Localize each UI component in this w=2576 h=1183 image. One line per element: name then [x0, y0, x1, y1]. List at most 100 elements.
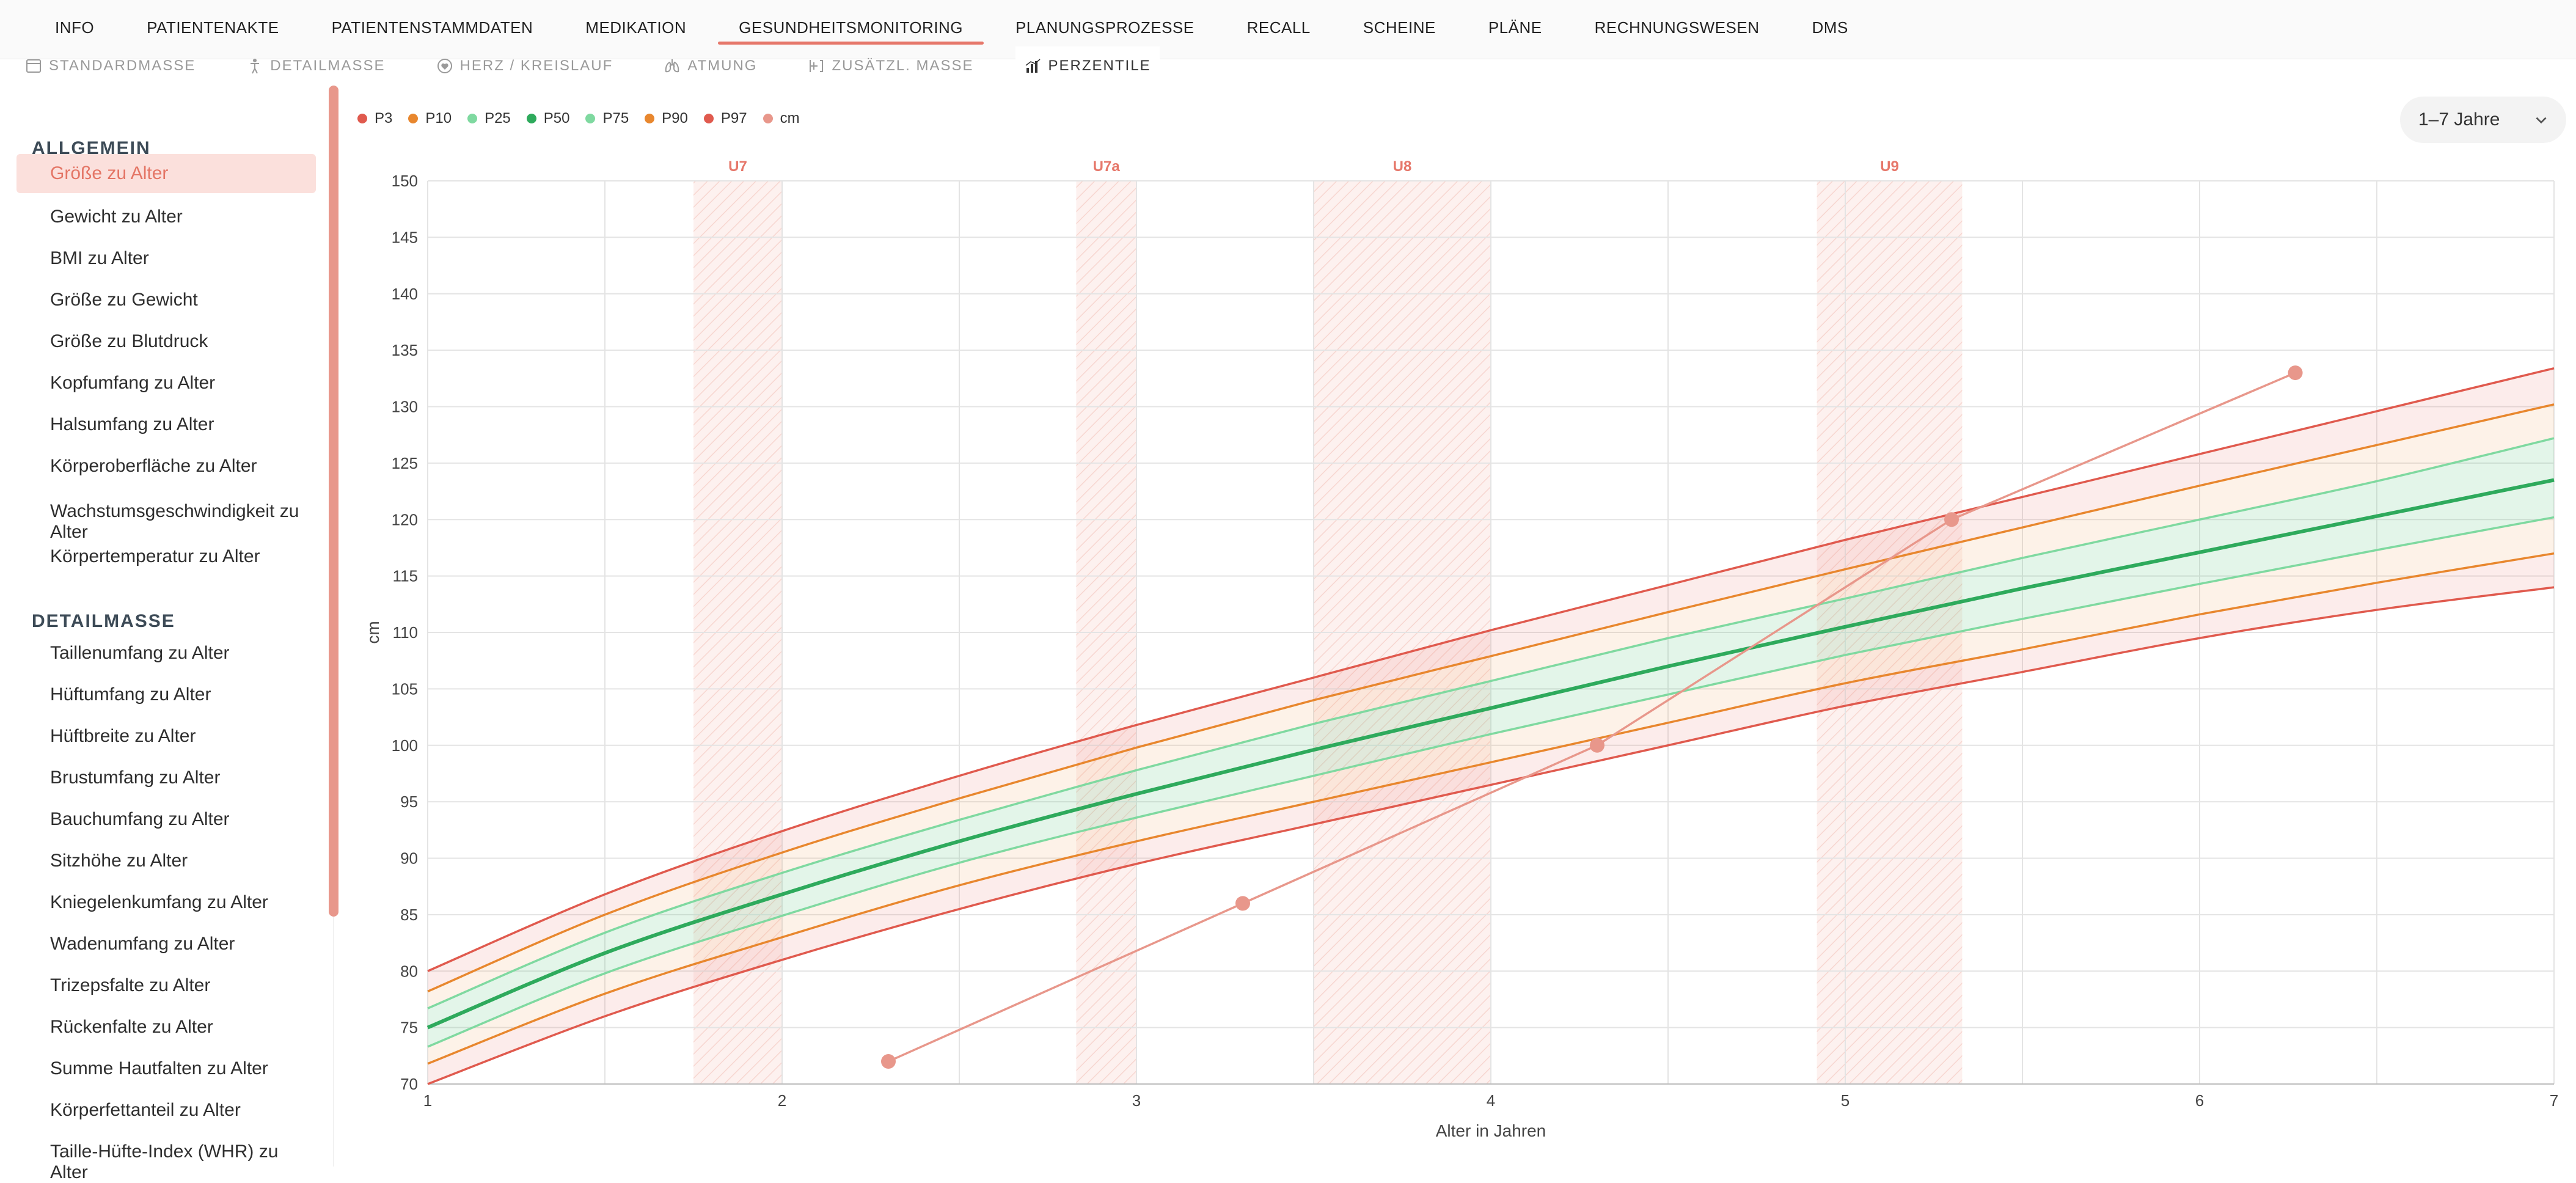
- legend-dot: [703, 114, 714, 123]
- y-tick-label: 85: [400, 906, 418, 924]
- subtab-herz-kreislauf[interactable]: HERZ / KREISLAUF: [427, 46, 622, 86]
- legend-label: P97: [720, 110, 747, 126]
- tab-scheine[interactable]: SCHEINE: [1363, 18, 1436, 37]
- legend-item-cm[interactable]: cm: [763, 110, 800, 127]
- sidebar-item-summe-hautfalten-zu-alter[interactable]: Summe Hautfalten zu Alter: [50, 1058, 268, 1079]
- data-point-cm: [1235, 896, 1250, 911]
- legend-dot: [585, 114, 596, 123]
- plus-bracket-icon: [810, 60, 824, 72]
- sidebar-item-kopfumfang-zu-alter[interactable]: Kopfumfang zu Alter: [50, 373, 216, 393]
- y-tick-label: 70: [400, 1075, 418, 1093]
- subtab-label: STANDARDMASSE: [49, 57, 196, 74]
- subtab-label: DETAILMASSE: [270, 57, 386, 74]
- subtab-standardmasse[interactable]: STANDARDMASSE: [16, 46, 204, 86]
- sidebar-item-körperoberfläche-zu-alter[interactable]: Körperoberfläche zu Alter: [50, 456, 257, 476]
- legend-item-p10[interactable]: P10: [408, 110, 452, 127]
- y-tick-label: 110: [393, 623, 418, 642]
- series-line-p3: [427, 586, 2555, 1085]
- tab-recall[interactable]: RECALL: [1246, 18, 1311, 37]
- subtab-label: PERZENTILE: [1048, 57, 1151, 74]
- sidebar-item-hüftumfang-zu-alter[interactable]: Hüftumfang zu Alter: [50, 684, 211, 705]
- x-tick-label: 3: [1132, 1091, 1141, 1110]
- band-p90-p97: [428, 368, 2554, 992]
- tab-info[interactable]: INFO: [55, 18, 95, 37]
- sidebar-scrollbar[interactable]: [329, 86, 338, 917]
- band-p25-p50: [428, 480, 2554, 1047]
- series-line-p90: [427, 403, 2555, 993]
- exam-band-label: U7a: [1093, 158, 1121, 175]
- ruler-card-icon: [26, 59, 41, 73]
- y-tick-label: 105: [392, 679, 418, 698]
- legend-dot: [763, 114, 773, 123]
- series-line-p97: [427, 367, 2555, 972]
- y-tick-label: 95: [400, 793, 418, 811]
- y-tick-label: 90: [400, 849, 418, 868]
- sidebar-item-kniegelenkumfang-zu-alter[interactable]: Kniegelenkumfang zu Alter: [50, 892, 268, 912]
- sidebar-item-hüftbreite-zu-alter[interactable]: Hüftbreite zu Alter: [50, 726, 196, 746]
- body-icon: [251, 59, 260, 74]
- legend-item-p25[interactable]: P25: [467, 110, 511, 127]
- subtab-detailmasse[interactable]: DETAILMASSE: [237, 46, 393, 86]
- tab-medikation[interactable]: MEDIKATION: [585, 18, 687, 37]
- tab-dms[interactable]: DMS: [1812, 18, 1848, 37]
- legend-item-p90[interactable]: P90: [645, 110, 688, 127]
- legend-dot: [467, 114, 478, 123]
- band-p3-p10: [428, 553, 2554, 1084]
- sidebar-item-halsumfang-zu-alter[interactable]: Halsumfang zu Alter: [50, 414, 214, 434]
- chevron-down-icon: [2536, 117, 2547, 124]
- sidebar-item-wachstumsgeschwindigkeit-zu-alter[interactable]: Wachstumsgeschwindigkeit zu Alter: [50, 501, 299, 542]
- exam-band-label: U9: [1880, 158, 1899, 175]
- tab-patientenstammdaten[interactable]: PATIENTENSTAMMDATEN: [331, 18, 533, 37]
- sidebar-item-größe-zu-blutdruck[interactable]: Größe zu Blutdruck: [50, 331, 208, 351]
- tab-rechnungswesen[interactable]: RECHNUNGSWESEN: [1594, 18, 1760, 37]
- sidebar-item-sitzhöhe-zu-alter[interactable]: Sitzhöhe zu Alter: [50, 851, 188, 871]
- series-line-p10: [427, 552, 2555, 1065]
- sidebar-item-trizepsfalte-zu-alter[interactable]: Trizepsfalte zu Alter: [50, 975, 211, 995]
- age-range-value: 1–7 Jahre: [2418, 109, 2500, 130]
- subtab-atmung[interactable]: ATMUNG: [654, 46, 766, 86]
- chart-legend: P3 P10 P25 P50 P75 P90 P97 cm: [357, 110, 816, 127]
- x-tick-label: 2: [778, 1091, 786, 1110]
- sidebar-item-taillenumfang-zu-alter[interactable]: Taillenumfang zu Alter: [50, 643, 230, 663]
- sidebar-item-brustumfang-zu-alter[interactable]: Brustumfang zu Alter: [50, 767, 221, 788]
- band-p50-p75: [428, 438, 2554, 1028]
- x-tick-label: 5: [1841, 1091, 1850, 1110]
- sidebar-item-größe-zu-gewicht[interactable]: Größe zu Gewicht: [50, 290, 198, 310]
- tab-pläne[interactable]: PLÄNE: [1488, 18, 1542, 37]
- sidebar-item-gewicht-zu-alter[interactable]: Gewicht zu Alter: [50, 207, 183, 227]
- sidebar-item-körpertemperatur-zu-alter[interactable]: Körpertemperatur zu Alter: [50, 546, 260, 566]
- percentile-chart: U7 U7a U8 U97075808590951001051101151201251…: [364, 158, 2558, 1140]
- legend-item-p97[interactable]: P97: [703, 110, 747, 127]
- y-tick-label: 145: [392, 228, 418, 246]
- sidebar-item-bmi-zu-alter[interactable]: BMI zu Alter: [50, 248, 149, 268]
- y-tick-label: 80: [400, 962, 418, 980]
- y-tick-label: 130: [392, 398, 418, 416]
- sidebar-item-größe-zu-alter[interactable]: Größe zu Alter: [16, 154, 316, 193]
- sidebar-item-rückenfalte-zu-alter[interactable]: Rückenfalte zu Alter: [50, 1017, 213, 1037]
- legend-label: P90: [662, 110, 688, 126]
- y-tick-label: 100: [392, 736, 418, 755]
- tab-gesundheitsmonitoring[interactable]: GESUNDHEITSMONITORING: [718, 18, 984, 45]
- sidebar-item-bauchumfang-zu-alter[interactable]: Bauchumfang zu Alter: [50, 809, 230, 829]
- age-range-select[interactable]: 1–7 Jahre: [2400, 97, 2566, 143]
- y-tick-label: 115: [393, 567, 418, 585]
- sidebar-item-taille-hüfte-index-whr-zu-alter[interactable]: Taille-Hüfte-Index (WHR) zu Alter: [50, 1141, 279, 1182]
- subtab-zusätzl-masse[interactable]: ZUSÄTZL. MASSE: [799, 46, 982, 86]
- x-tick-label: 4: [1487, 1091, 1495, 1110]
- lungs-icon: [665, 59, 679, 73]
- main-tabs: INFO PATIENTENAKTE PATIENTENSTAMMDATEN MEDI…: [55, 18, 1901, 45]
- tab-patientenakte[interactable]: PATIENTENAKTE: [147, 18, 279, 37]
- sidebar-item-wadenumfang-zu-alter[interactable]: Wadenumfang zu Alter: [50, 934, 235, 954]
- legend-item-p75[interactable]: P75: [585, 110, 629, 127]
- legend-item-p3[interactable]: P3: [357, 110, 392, 127]
- x-tick-label: 6: [2195, 1091, 2204, 1110]
- subtab-perzentile[interactable]: PERZENTILE: [1015, 46, 1160, 86]
- legend-item-p50[interactable]: P50: [526, 110, 570, 127]
- tab-planungsprozesse[interactable]: PLANUNGSPROZESSE: [1015, 18, 1195, 37]
- series-line-p25: [427, 516, 2555, 1048]
- data-point-cm: [1944, 512, 1959, 527]
- series-line-p75: [427, 437, 2555, 1009]
- legend-label: P50: [543, 110, 570, 126]
- sidebar-item-körperfettanteil-zu-alter[interactable]: Körperfettanteil zu Alter: [50, 1100, 241, 1120]
- sidebar-section-title: DETAILMASSE: [32, 611, 175, 631]
